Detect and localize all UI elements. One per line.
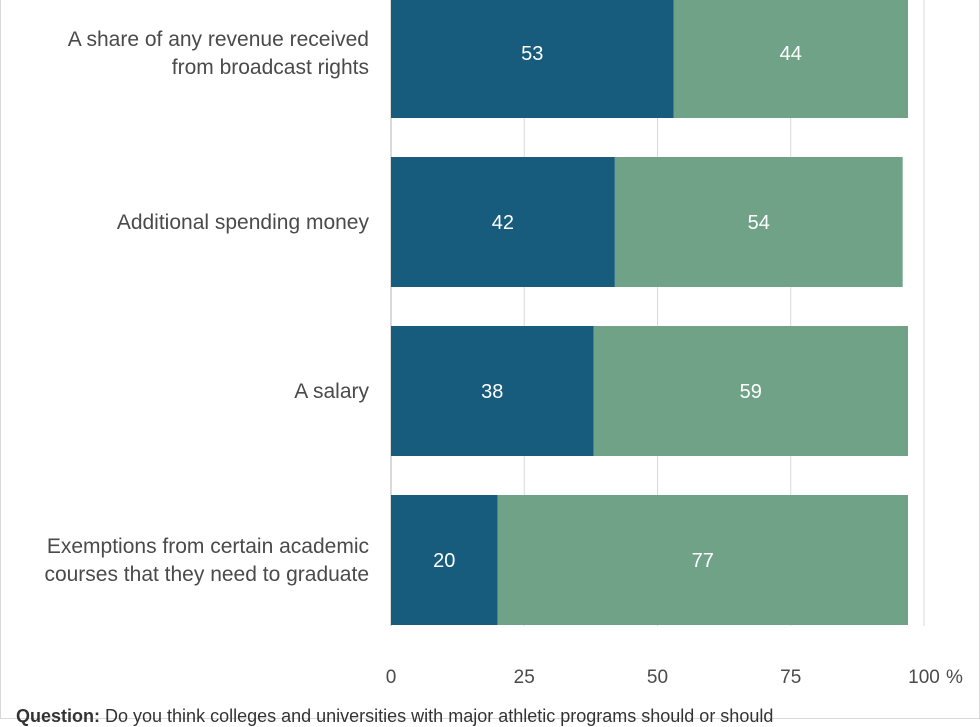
x-axis-unit: % <box>946 667 963 688</box>
category-label: A salary <box>294 380 369 403</box>
x-tick-label: 75 <box>780 667 801 688</box>
question-label: Question: <box>16 706 100 726</box>
category-label: Exemptions from certain academic <box>47 535 369 558</box>
value-labels: 53 44 42 54 38 59 20 77 <box>433 43 802 572</box>
bar-segment <box>391 495 498 625</box>
bars <box>391 0 909 625</box>
bar-value-label: 38 <box>481 381 503 403</box>
bar-value-label: 42 <box>492 212 514 234</box>
category-labels: A share of any revenue received from broa… <box>44 28 369 586</box>
bar-segment <box>593 326 909 456</box>
question-text: Do you think colleges and universities w… <box>105 706 774 726</box>
question-note: Question: Do you think colleges and univ… <box>16 706 966 727</box>
category-label: courses that they need to graduate <box>44 563 369 586</box>
x-tick-label: 25 <box>514 667 535 688</box>
bar-segment <box>614 157 903 287</box>
bar-value-label: 20 <box>433 550 455 572</box>
stacked-bar-chart: 53 44 42 54 38 59 20 77 A share of any revenue … <box>44 0 963 688</box>
x-axis-ticks: 0 25 50 75 100% <box>386 667 963 688</box>
bar-segment <box>673 0 909 118</box>
category-label: from broadcast rights <box>172 56 369 79</box>
bar-segment <box>497 495 909 625</box>
bar-value-label: 59 <box>740 381 762 403</box>
category-label: Additional spending money <box>117 211 370 234</box>
category-label: A share of any revenue received <box>68 28 369 51</box>
x-tick-label: 50 <box>647 667 668 688</box>
bar-segment <box>391 0 674 118</box>
bar-segment <box>391 157 615 287</box>
x-tick-label: 0 <box>386 667 397 688</box>
bar-segment <box>391 326 594 456</box>
bar-value-label: 53 <box>521 43 543 65</box>
bar-value-label: 77 <box>692 550 714 572</box>
x-tick-label: 100 <box>908 667 940 688</box>
bar-value-label: 44 <box>780 43 802 65</box>
bar-value-label: 54 <box>748 212 770 234</box>
